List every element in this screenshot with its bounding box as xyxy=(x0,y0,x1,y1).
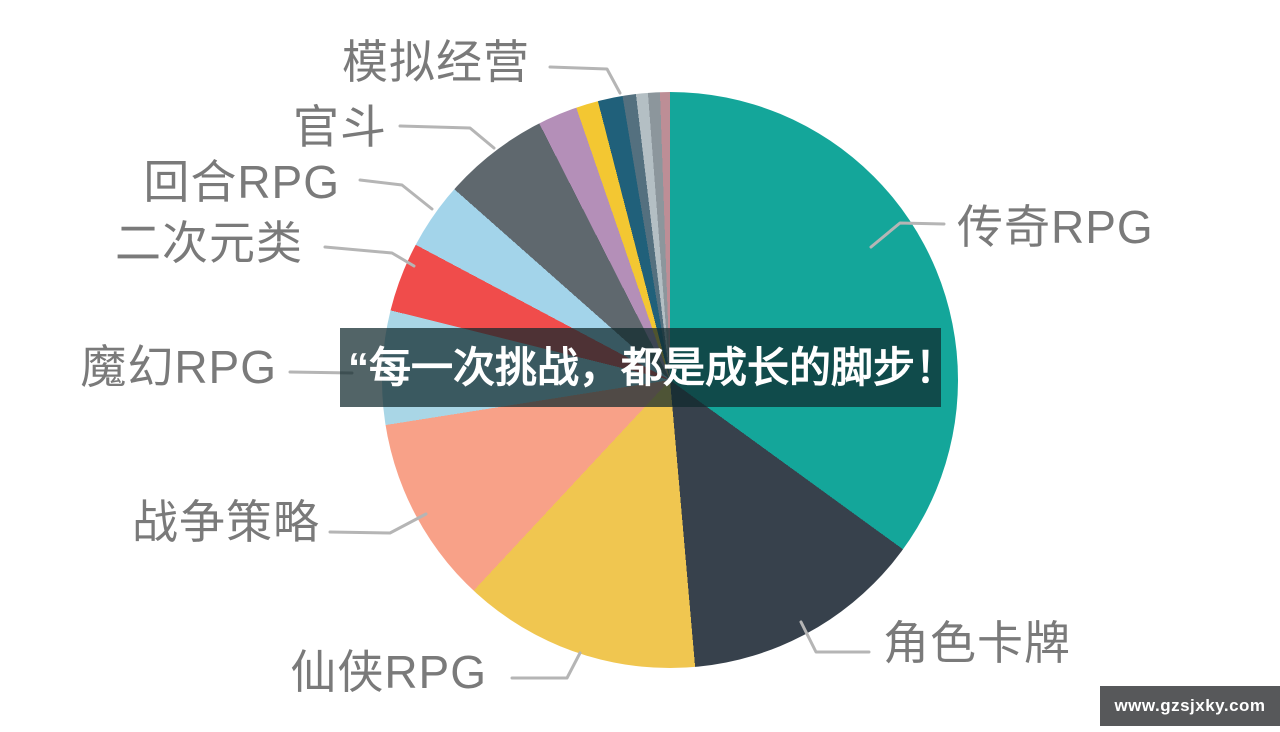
label-chuanqi-rpg: 传奇RPG xyxy=(957,201,1154,253)
leader-zhanzheng-celue xyxy=(328,512,428,535)
label-huihe-rpg: 回合RPG xyxy=(143,156,340,208)
watermark: www.gzsjxky.com xyxy=(1100,686,1280,726)
label-juese-kapai: 角色卡牌 xyxy=(883,617,1071,669)
quote-banner: “每一次挑战，都是成长的脚步！” xyxy=(340,328,979,407)
leader-guandou xyxy=(398,124,496,150)
leader-moni-jingying xyxy=(548,65,622,95)
label-mohuan-rpg: 魔幻RPG xyxy=(80,341,277,393)
label-guandou: 官斗 xyxy=(293,101,387,153)
label-moni-jingying: 模拟经营 xyxy=(342,36,530,88)
label-xianxia-rpg: 仙侠RPG xyxy=(290,646,487,698)
label-zhanzheng-celue: 战争策略 xyxy=(132,496,320,548)
quote-text: “每一次挑战，都是成长的脚步！” xyxy=(348,344,979,391)
leader-huihe-rpg xyxy=(358,178,434,211)
leader-erciyuan xyxy=(323,245,416,268)
label-erciyuan: 二次元类 xyxy=(115,217,303,269)
leader-xianxia-rpg xyxy=(510,651,582,680)
